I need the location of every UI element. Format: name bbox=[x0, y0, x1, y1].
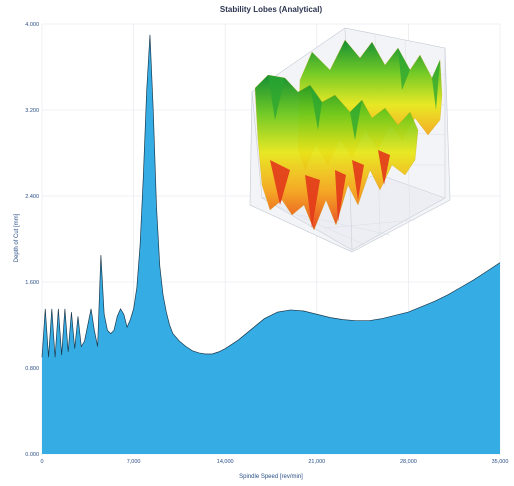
x-tick-label: 21,000 bbox=[308, 459, 325, 465]
inset-surface-valley bbox=[270, 150, 390, 228]
y-tick-label: 3.200 bbox=[25, 108, 39, 114]
y-tick-label: 1.600 bbox=[25, 280, 39, 286]
y-axis: 0.000 0.800 1.600 2.400 3.200 4.000 bbox=[25, 22, 39, 458]
x-tick-label: 0 bbox=[40, 459, 43, 465]
x-axis: 0 7,000 14,000 21,000 28,000 35,000 bbox=[40, 459, 508, 465]
x-axis-label: Spindle Speed [rev/min] bbox=[239, 474, 303, 480]
y-tick-label: 4.000 bbox=[25, 22, 39, 28]
x-tick-label: 14,000 bbox=[217, 459, 234, 465]
y-tick-label: 2.400 bbox=[25, 194, 39, 200]
stability-lobe-area bbox=[42, 34, 500, 454]
y-tick-label: 0.000 bbox=[25, 452, 39, 458]
x-tick-label: 28,000 bbox=[400, 459, 417, 465]
y-tick-label: 0.800 bbox=[25, 366, 39, 372]
x-tick-label: 35,000 bbox=[492, 459, 509, 465]
inset-box-edge bbox=[251, 91, 263, 199]
surface-plot-inset bbox=[249, 27, 451, 253]
y-axis-label: Depth of Cut [mm] bbox=[14, 213, 20, 262]
stability-lobe-boundary bbox=[41, 34, 501, 358]
inset-surface-ridge bbox=[268, 48, 440, 140]
x-tick-label: 7,000 bbox=[127, 459, 141, 465]
chart-title: Stability Lobes (Analytical) bbox=[220, 5, 323, 14]
plot-area bbox=[41, 34, 501, 454]
